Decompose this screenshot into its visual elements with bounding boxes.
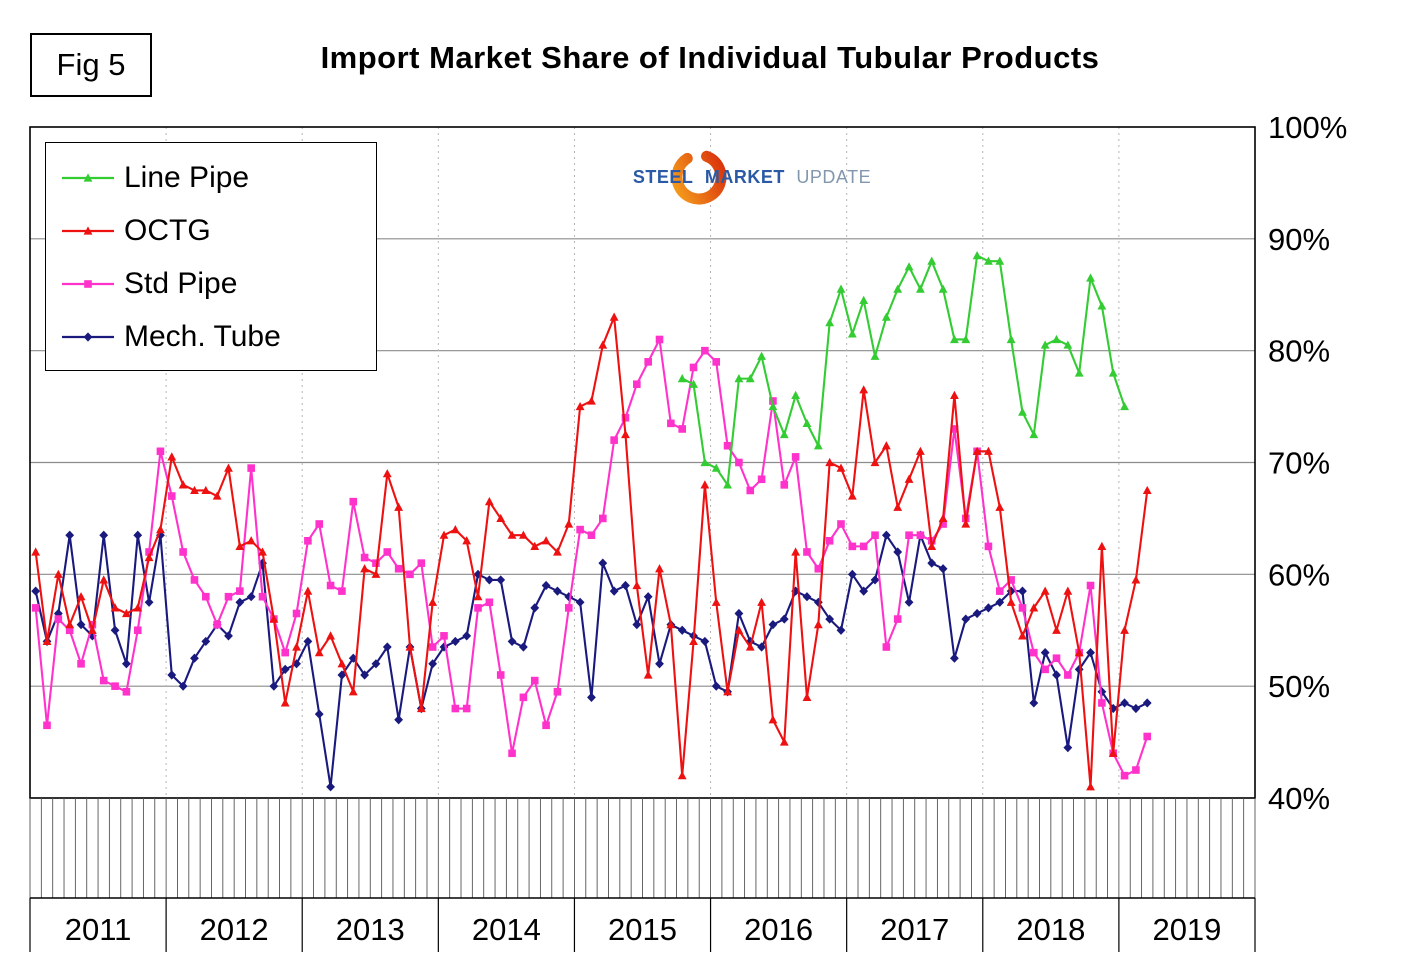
svg-text:2013: 2013 (336, 912, 405, 947)
logo-word-steel: STEEL (632, 167, 694, 187)
svg-text:2019: 2019 (1152, 912, 1221, 947)
svg-text:40%: 40% (1268, 781, 1330, 816)
line-pipe-marker-icon (62, 173, 114, 182)
legend-item-mech-tube: Mech. Tube (60, 316, 366, 358)
svg-text:70%: 70% (1268, 446, 1330, 481)
logo-swirl-icon (671, 149, 727, 205)
svg-text:90%: 90% (1268, 222, 1330, 257)
std-pipe-marker-icon (62, 280, 114, 288)
svg-text:2012: 2012 (200, 912, 269, 947)
legend-item-std-pipe: Std Pipe (60, 263, 366, 305)
svg-text:50%: 50% (1268, 669, 1330, 704)
svg-text:2011: 2011 (65, 912, 132, 947)
svg-text:80%: 80% (1268, 334, 1330, 369)
steel-market-update-logo: STEEL MARKET UPDATE (612, 148, 892, 210)
legend: Line Pipe OCTG Std Pipe Mech. Tube (45, 142, 377, 371)
svg-text:60%: 60% (1268, 557, 1330, 592)
figure-number-box: Fig 5 (30, 33, 152, 97)
logo-word-market: MARKET (704, 167, 785, 187)
legend-label-mech-tube: Mech. Tube (124, 320, 281, 353)
svg-text:2015: 2015 (608, 912, 677, 947)
legend-item-octg: OCTG (60, 210, 366, 252)
legend-label-octg: OCTG (124, 214, 211, 247)
svg-text:2016: 2016 (744, 912, 813, 947)
mech-tube-marker-icon (62, 332, 114, 342)
legend-item-line-pipe: Line Pipe (60, 157, 366, 199)
svg-text:2017: 2017 (880, 912, 949, 947)
legend-label-std-pipe: Std Pipe (124, 267, 238, 300)
logo-word-update: UPDATE (796, 167, 872, 187)
logo-text: STEEL MARKET UPDATE (612, 167, 892, 188)
svg-text:2018: 2018 (1016, 912, 1085, 947)
svg-text:2014: 2014 (472, 912, 541, 947)
legend-label-line-pipe: Line Pipe (124, 161, 250, 194)
chart-title: Import Market Share of Individual Tubula… (320, 40, 1100, 75)
figure-number: Fig 5 (56, 47, 126, 82)
octg-marker-icon (62, 226, 114, 235)
svg-text:100%: 100% (1268, 110, 1347, 145)
